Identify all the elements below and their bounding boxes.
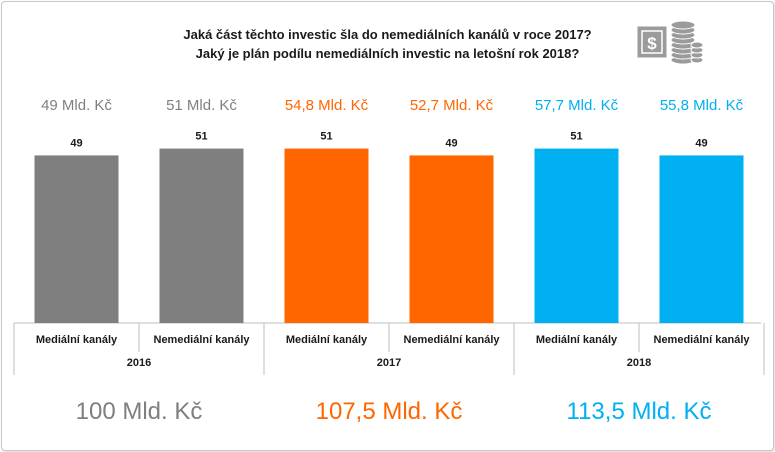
category-tick-label: Mediální kanály — [536, 334, 618, 346]
bar — [34, 155, 119, 323]
total-2018: 113,5 Mld. Kč — [566, 398, 712, 425]
bar — [534, 148, 619, 323]
chart-title: Jaká část těchto investic šla do nemediá… — [0, 25, 775, 63]
total-2017: 107,5 Mld. Kč — [315, 398, 463, 425]
amount-label: 55,8 Mld. Kč — [660, 97, 744, 114]
bar — [284, 148, 369, 323]
money-coins-icon: $ — [636, 20, 704, 65]
year-group-label: 2016 — [127, 357, 151, 369]
bar — [159, 148, 244, 323]
amount-label: 54,8 Mld. Kč — [285, 97, 369, 114]
data-label: 51 — [570, 131, 582, 143]
amount-label: 51 Mld. Kč — [166, 97, 237, 114]
title-line-1: Jaká část těchto investic šla do nemediá… — [183, 27, 592, 42]
data-label: 51 — [195, 131, 207, 143]
total-2016: 100 Mld. Kč — [75, 398, 203, 425]
data-label: 51 — [320, 131, 332, 143]
bar — [409, 155, 494, 323]
category-tick-label: Nemediální kanály — [654, 334, 751, 346]
amount-label: 57,7 Mld. Kč — [535, 97, 619, 114]
svg-text:$: $ — [647, 34, 657, 53]
title-line-2: Jaký je plán podílu nemediálních investi… — [195, 46, 580, 61]
category-tick-label: Mediální kanály — [286, 334, 368, 346]
data-label: 49 — [445, 137, 457, 149]
data-label: 49 — [695, 137, 707, 149]
amount-label: 52,7 Mld. Kč — [410, 97, 494, 114]
category-tick-label: Nemediální kanály — [404, 334, 501, 346]
bar — [659, 155, 744, 323]
year-group-label: 2017 — [377, 357, 401, 369]
category-tick-label: Mediální kanály — [36, 334, 118, 346]
category-tick-label: Nemediální kanály — [154, 334, 251, 346]
year-group-label: 2018 — [627, 357, 651, 369]
data-label: 49 — [70, 137, 82, 149]
amount-label: 49 Mld. Kč — [41, 97, 112, 114]
